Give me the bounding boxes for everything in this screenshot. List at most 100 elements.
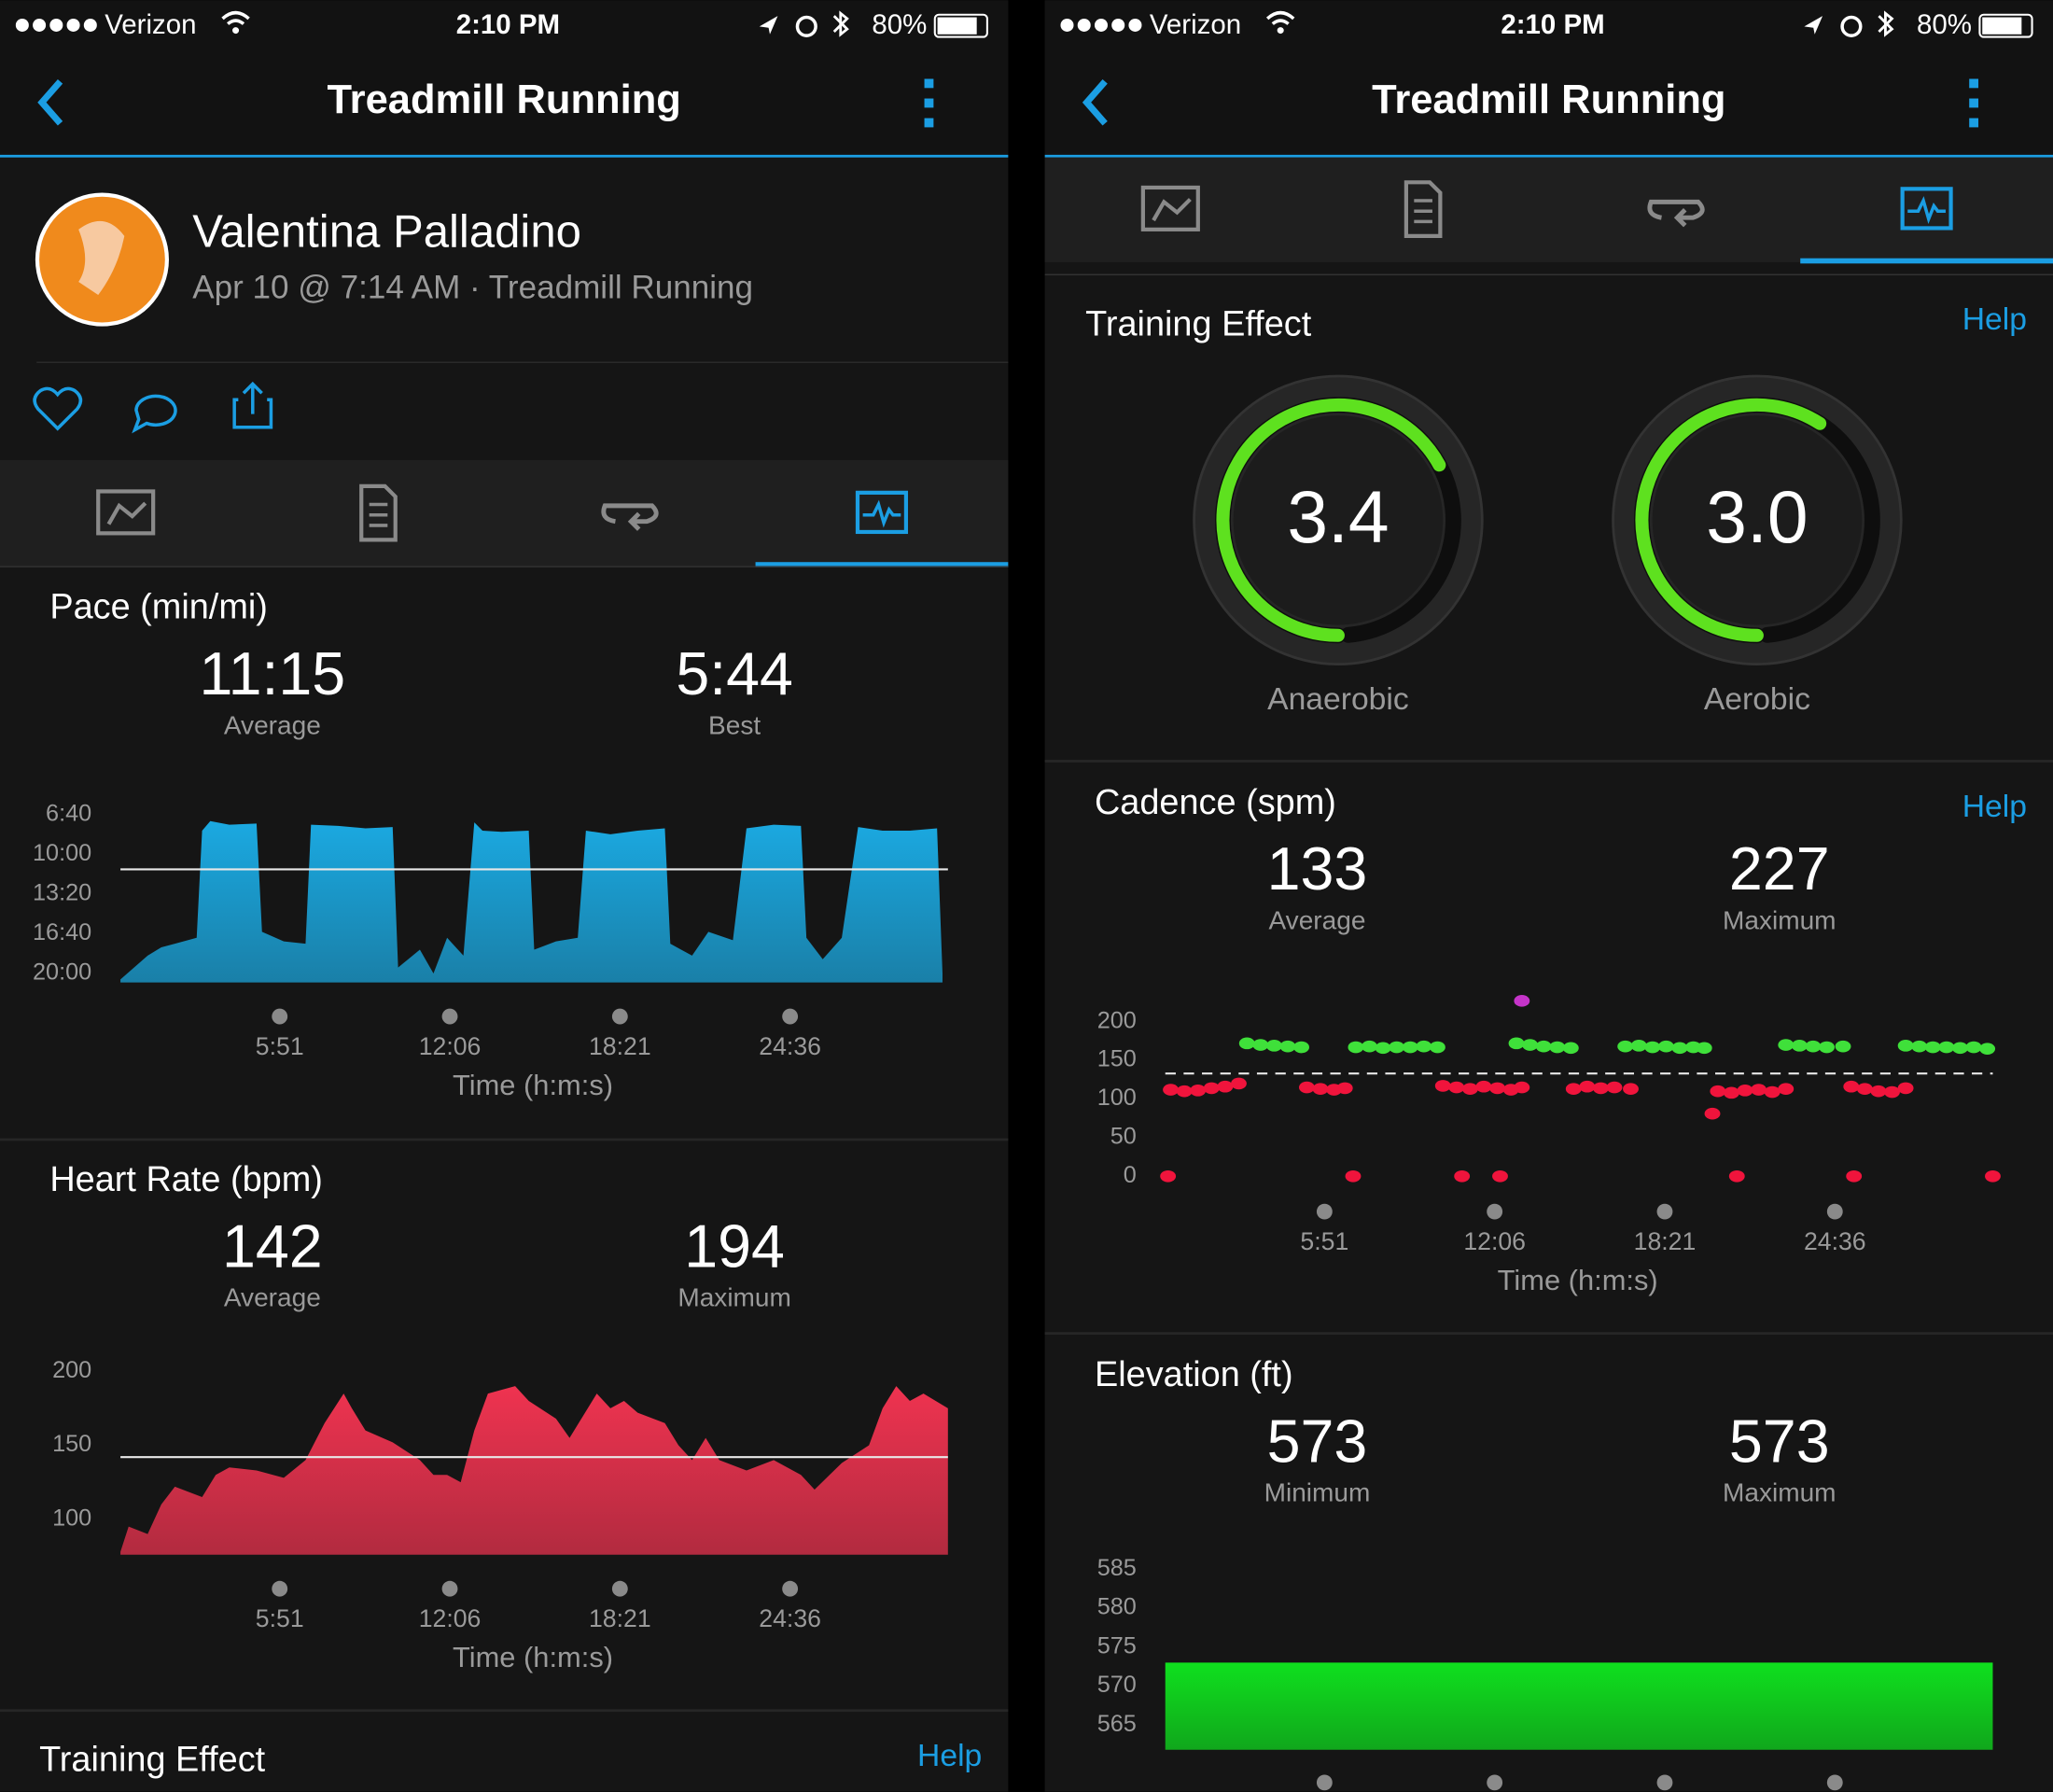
- x-axis-title: Time (h:m:s): [453, 1069, 613, 1101]
- point: [1298, 1081, 1315, 1094]
- x-tick-label: 18:21: [589, 1032, 651, 1060]
- point: [1835, 1040, 1851, 1053]
- gauge-face: [1652, 415, 1863, 625]
- x-tick-dot: [782, 1008, 799, 1025]
- section-title: Heart Rate (bpm): [49, 1160, 323, 1199]
- gauge-arc: [1635, 398, 1827, 642]
- x-tick-dot: [1316, 1203, 1333, 1220]
- point: [1279, 1040, 1296, 1053]
- x-tick-dot: [441, 1008, 458, 1025]
- x-tick-dot: [1826, 1203, 1843, 1220]
- battery-outline: [933, 13, 988, 38]
- separator: [36, 361, 1009, 363]
- signal: [1060, 18, 1142, 32]
- help-link[interactable]: Help: [1962, 302, 2027, 337]
- point: [1897, 1040, 1914, 1052]
- stat-label: Maximum: [677, 1283, 791, 1312]
- carrier: Verizon: [1150, 9, 1241, 40]
- point: [1176, 1085, 1193, 1098]
- point: [1938, 1041, 1955, 1054]
- point: [1203, 1082, 1220, 1095]
- back-button[interactable]: [37, 78, 63, 126]
- tab-charts[interactable]: [1900, 187, 1953, 231]
- point: [1312, 1083, 1329, 1096]
- x-tick-label: 5:51: [1300, 1227, 1348, 1255]
- separator: [1044, 273, 2053, 275]
- point: [1336, 1082, 1353, 1095]
- tab-stats[interactable]: [1404, 180, 1443, 238]
- y-tick-label: 200: [1097, 1007, 1137, 1033]
- point: [1630, 1040, 1647, 1052]
- battery-percent: 80%: [1917, 9, 1972, 40]
- tab-laps[interactable]: [601, 503, 659, 531]
- y-tick-label: 585: [1097, 1555, 1137, 1581]
- point: [1658, 1040, 1674, 1053]
- x-tick-dot: [1487, 1774, 1503, 1791]
- point: [1375, 1042, 1391, 1055]
- more-menu[interactable]: [1969, 78, 1979, 128]
- point: [1362, 1040, 1377, 1053]
- point: [1454, 1169, 1471, 1183]
- point: [1593, 1082, 1609, 1095]
- point: [1514, 995, 1530, 1007]
- point: [1843, 1080, 1860, 1093]
- battery-level: [937, 17, 977, 35]
- location-icon: [759, 16, 778, 35]
- y-tick-label: 6:40: [46, 801, 91, 827]
- stat-label: Average: [224, 1283, 321, 1312]
- point: [1704, 1107, 1721, 1120]
- comment-button[interactable]: [132, 394, 177, 434]
- point: [1985, 1169, 2001, 1183]
- y-tick-label: 200: [52, 1357, 91, 1383]
- point: [1429, 1041, 1445, 1054]
- point: [1389, 1041, 1405, 1054]
- point: [1778, 1083, 1795, 1096]
- y-tick-label: 100: [1097, 1085, 1137, 1111]
- battery-percent: 80%: [872, 9, 927, 40]
- separator: [0, 566, 1009, 567]
- stat-label: Maximum: [1723, 905, 1837, 934]
- stat-label: Average: [224, 710, 321, 739]
- athlete-name: Valentina Palladino: [192, 206, 581, 257]
- stat-value: 133: [1267, 835, 1368, 903]
- stat-value: 11:15: [199, 640, 345, 707]
- point: [1764, 1085, 1781, 1099]
- point: [1696, 1042, 1712, 1055]
- tab-laps[interactable]: [1647, 199, 1705, 228]
- x-tick-label: 12:06: [419, 1604, 482, 1632]
- x-tick-label: 5:51: [256, 1032, 304, 1060]
- gauge-arc: [1216, 398, 1446, 642]
- gauge-label: Anaerobic: [1267, 682, 1409, 717]
- alarm-icon: [1840, 15, 1863, 37]
- tab-map[interactable]: [96, 489, 156, 536]
- point: [1791, 1040, 1808, 1052]
- area: [120, 1386, 948, 1555]
- point: [1671, 1042, 1688, 1055]
- point: [1710, 1085, 1726, 1098]
- like-button[interactable]: [33, 386, 83, 431]
- x-tick-label: 24:36: [1804, 1227, 1866, 1255]
- wifi-icon: [1265, 10, 1295, 25]
- area: [120, 820, 943, 983]
- more-menu[interactable]: [924, 78, 934, 128]
- x-tick-dot: [1316, 1774, 1333, 1791]
- point: [1805, 1040, 1822, 1053]
- tab-charts[interactable]: [855, 490, 909, 535]
- point: [1724, 1086, 1739, 1099]
- point: [1897, 1082, 1914, 1095]
- help-link[interactable]: Help: [917, 1739, 982, 1773]
- point: [1644, 1041, 1661, 1054]
- back-button[interactable]: [1082, 78, 1108, 126]
- x-tick-label: 12:06: [419, 1032, 482, 1060]
- y-tick-label: 570: [1097, 1672, 1137, 1698]
- x-tick-label: 12:06: [1463, 1227, 1526, 1255]
- tab-map[interactable]: [1140, 185, 1200, 231]
- y-tick-label: 10:00: [33, 840, 91, 866]
- x-tick-label: 18:21: [1634, 1227, 1697, 1255]
- point: [1448, 1081, 1465, 1094]
- share-button[interactable]: [232, 381, 273, 429]
- active-tab-indicator: [755, 562, 1009, 567]
- tab-stats[interactable]: [359, 483, 398, 542]
- help-link[interactable]: Help: [1962, 790, 2027, 824]
